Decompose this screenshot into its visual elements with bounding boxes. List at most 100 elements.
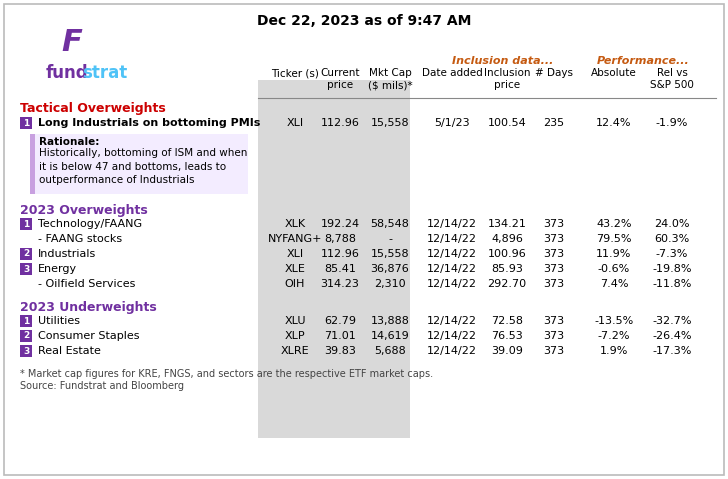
Text: 4,896: 4,896 (491, 234, 523, 244)
Text: 13,888: 13,888 (371, 316, 409, 326)
Text: 1.9%: 1.9% (600, 346, 628, 356)
Text: 5/1/23: 5/1/23 (434, 118, 470, 128)
Text: 2,310: 2,310 (374, 279, 405, 289)
Text: 12/14/22: 12/14/22 (427, 316, 477, 326)
Text: 62.79: 62.79 (324, 316, 356, 326)
Text: XLRE: XLRE (281, 346, 309, 356)
Text: 3: 3 (23, 346, 29, 355)
Text: 76.53: 76.53 (491, 331, 523, 341)
Text: Performance...: Performance... (597, 56, 689, 66)
Text: 12/14/22: 12/14/22 (427, 219, 477, 229)
Text: 12.4%: 12.4% (596, 118, 632, 128)
Text: # Days: # Days (535, 68, 573, 78)
Text: 85.93: 85.93 (491, 264, 523, 274)
Text: 112.96: 112.96 (320, 118, 360, 128)
Text: 373: 373 (543, 331, 564, 341)
Text: 85.41: 85.41 (324, 264, 356, 274)
Text: 36,876: 36,876 (371, 264, 409, 274)
Bar (30, 134, 35, 194)
Text: 3: 3 (23, 264, 29, 274)
Bar (20, 117, 32, 129)
Text: Ticker (s): Ticker (s) (271, 68, 319, 78)
Text: 192.24: 192.24 (320, 219, 360, 229)
Text: Long Industrials on bottoming PMIs: Long Industrials on bottoming PMIs (38, 118, 261, 128)
Text: 373: 373 (543, 234, 564, 244)
Text: Inclusion data...: Inclusion data... (452, 56, 554, 66)
Bar (258, 80, 410, 438)
Bar (20, 248, 32, 260)
Text: XLU: XLU (284, 316, 306, 326)
Text: 12/14/22: 12/14/22 (427, 279, 477, 289)
Text: 12/14/22: 12/14/22 (427, 264, 477, 274)
Text: 15,558: 15,558 (371, 118, 409, 128)
Text: 373: 373 (543, 264, 564, 274)
Text: 235: 235 (543, 118, 564, 128)
Text: 373: 373 (543, 316, 564, 326)
Text: Rationale:: Rationale: (39, 137, 100, 147)
Text: Energy: Energy (38, 264, 77, 274)
Text: 1: 1 (23, 317, 29, 326)
Text: 1: 1 (23, 219, 29, 228)
Text: 12/14/22: 12/14/22 (427, 346, 477, 356)
Text: Industrials: Industrials (38, 249, 96, 259)
Text: 12/14/22: 12/14/22 (427, 249, 477, 259)
Text: - Oilfield Services: - Oilfield Services (38, 279, 135, 289)
Text: OIH: OIH (285, 279, 305, 289)
Text: 39.09: 39.09 (491, 346, 523, 356)
Text: 60.3%: 60.3% (654, 234, 689, 244)
Text: 5,688: 5,688 (374, 346, 406, 356)
Text: Consumer Staples: Consumer Staples (38, 331, 140, 341)
Text: 58,548: 58,548 (371, 219, 409, 229)
Text: 43.2%: 43.2% (596, 219, 632, 229)
Text: 100.96: 100.96 (488, 249, 526, 259)
Bar (20, 315, 32, 327)
Text: NYFANG+: NYFANG+ (268, 234, 323, 244)
Text: fund: fund (46, 64, 89, 82)
Text: 7.4%: 7.4% (600, 279, 628, 289)
Text: -7.2%: -7.2% (598, 331, 630, 341)
Text: -: - (388, 234, 392, 244)
Bar (20, 218, 32, 230)
Bar (20, 345, 32, 357)
Text: XLP: XLP (285, 331, 305, 341)
Text: Utilities: Utilities (38, 316, 80, 326)
Text: * Market cap figures for KRE, FNGS, and sectors are the respective ETF market ca: * Market cap figures for KRE, FNGS, and … (20, 369, 433, 379)
Text: 314.23: 314.23 (320, 279, 360, 289)
Text: Date added: Date added (422, 68, 483, 78)
Bar (20, 330, 32, 342)
Text: 292.70: 292.70 (488, 279, 526, 289)
Text: -7.3%: -7.3% (656, 249, 688, 259)
Text: 112.96: 112.96 (320, 249, 360, 259)
Text: Absolute: Absolute (591, 68, 637, 78)
Text: -32.7%: -32.7% (652, 316, 692, 326)
Text: F: F (62, 28, 82, 57)
Text: Rel vs
S&P 500: Rel vs S&P 500 (650, 68, 694, 91)
Text: 373: 373 (543, 219, 564, 229)
Text: Real Estate: Real Estate (38, 346, 101, 356)
Text: strat: strat (82, 64, 127, 82)
Text: 71.01: 71.01 (324, 331, 356, 341)
Text: Dec 22, 2023 as of 9:47 AM: Dec 22, 2023 as of 9:47 AM (257, 14, 471, 28)
Text: -11.8%: -11.8% (652, 279, 692, 289)
Text: 12/14/22: 12/14/22 (427, 331, 477, 341)
Text: 100.54: 100.54 (488, 118, 526, 128)
Bar (20, 263, 32, 275)
Text: 8,788: 8,788 (324, 234, 356, 244)
Text: -13.5%: -13.5% (594, 316, 633, 326)
Text: Inclusion
price: Inclusion price (483, 68, 530, 91)
Text: 2023 Underweights: 2023 Underweights (20, 301, 157, 314)
Text: Source: Fundstrat and Bloomberg: Source: Fundstrat and Bloomberg (20, 381, 184, 391)
Text: Technology/FAANG: Technology/FAANG (38, 219, 142, 229)
Text: Historically, bottoming of ISM and when
it is below 47 and bottoms, leads to
out: Historically, bottoming of ISM and when … (39, 148, 248, 185)
Text: -17.3%: -17.3% (652, 346, 692, 356)
Text: -1.9%: -1.9% (656, 118, 688, 128)
Text: -26.4%: -26.4% (652, 331, 692, 341)
Text: 11.9%: 11.9% (596, 249, 632, 259)
Text: 2: 2 (23, 331, 29, 341)
Text: Current
price: Current price (320, 68, 360, 91)
Text: 373: 373 (543, 279, 564, 289)
Text: 2: 2 (23, 250, 29, 259)
Text: 134.21: 134.21 (488, 219, 526, 229)
Text: XLI: XLI (286, 249, 304, 259)
Text: Mkt Cap
($ mils)*: Mkt Cap ($ mils)* (368, 68, 412, 91)
